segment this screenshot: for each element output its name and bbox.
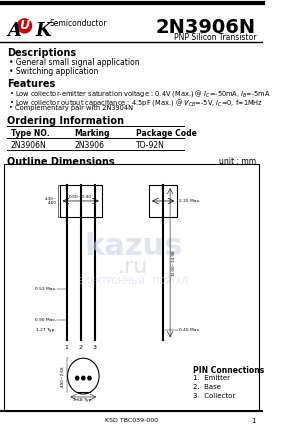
Text: K: K [35, 22, 51, 40]
Text: 0.50~0.40: 0.50~0.40 [69, 195, 92, 199]
Circle shape [76, 376, 79, 380]
Text: • General small signal application: • General small signal application [9, 58, 140, 67]
Text: 4.30~
4.00: 4.30~ 4.00 [44, 197, 57, 205]
Text: Package Code: Package Code [136, 129, 197, 139]
Text: ЭЛЕКТРОННЫЙ   ПОРТАЛ: ЭЛЕКТРОННЫЙ ПОРТАЛ [78, 277, 188, 286]
Circle shape [68, 358, 99, 394]
Text: 2.  Base: 2. Base [193, 384, 221, 390]
FancyBboxPatch shape [4, 164, 259, 411]
Text: TO-92N: TO-92N [136, 141, 165, 150]
Text: 4.90~2.68: 4.90~2.68 [61, 365, 65, 387]
Text: • Switching application: • Switching application [9, 67, 98, 76]
Text: • Low collector output capacitance : 4.5pF (Max.) @ $\mathit{V_{CB}}$=-5V, $\mat: • Low collector output capacitance : 4.5… [9, 96, 263, 108]
Text: KSD TBC039-000: KSD TBC039-000 [105, 418, 158, 423]
Text: 3.68 Typ.: 3.68 Typ. [74, 398, 93, 402]
Text: 1: 1 [251, 418, 256, 424]
Text: PIN Connections: PIN Connections [193, 366, 264, 375]
Text: Ordering Information: Ordering Information [7, 116, 124, 126]
Ellipse shape [17, 19, 32, 33]
Text: Type NO.: Type NO. [11, 129, 49, 139]
Text: 0.90 Max.: 0.90 Max. [35, 318, 56, 323]
Text: 3: 3 [93, 345, 97, 350]
Text: 0.40 Max.: 0.40 Max. [179, 329, 200, 332]
Circle shape [88, 376, 91, 380]
Text: Marking: Marking [74, 129, 110, 139]
Text: • Complementary pair with 2N3904N: • Complementary pair with 2N3904N [9, 105, 133, 111]
Circle shape [82, 376, 85, 380]
Text: 2: 2 [79, 345, 83, 350]
Text: unit : mm: unit : mm [219, 157, 256, 166]
Text: Outline Dimensions: Outline Dimensions [7, 157, 115, 167]
Bar [149, 185, 177, 217]
Text: .ru: .ru [118, 257, 148, 277]
Text: 2N3906: 2N3906 [74, 141, 104, 150]
Text: Features: Features [7, 79, 55, 88]
Text: Descriptions: Descriptions [7, 48, 76, 58]
Text: 1: 1 [65, 345, 69, 350]
Text: 2N3906N: 2N3906N [11, 141, 46, 150]
Text: 2N3906N: 2N3906N [156, 18, 256, 37]
Text: 1.  Emitter: 1. Emitter [193, 375, 230, 381]
Text: 2.25 Max.: 2.25 Max. [179, 199, 200, 203]
Text: U: U [20, 20, 30, 32]
Text: 0.52 Max.: 0.52 Max. [34, 286, 56, 291]
Bar [60, 185, 102, 217]
Text: Semiconductor: Semiconductor [50, 20, 107, 28]
Text: kazus: kazus [84, 232, 182, 261]
Text: PNP Silicon Transistor: PNP Silicon Transistor [173, 33, 256, 42]
Text: 1.27 Typ.: 1.27 Typ. [36, 329, 56, 332]
Text: 13.00~14.98: 13.00~14.98 [172, 249, 176, 276]
Text: • Low collector-emitter saturation voltage : 0.4V (Max.) @ $\mathit{I_C}$=-50mA,: • Low collector-emitter saturation volta… [9, 88, 271, 99]
Text: A: A [7, 22, 21, 40]
Text: 3.  Collector: 3. Collector [193, 393, 235, 399]
